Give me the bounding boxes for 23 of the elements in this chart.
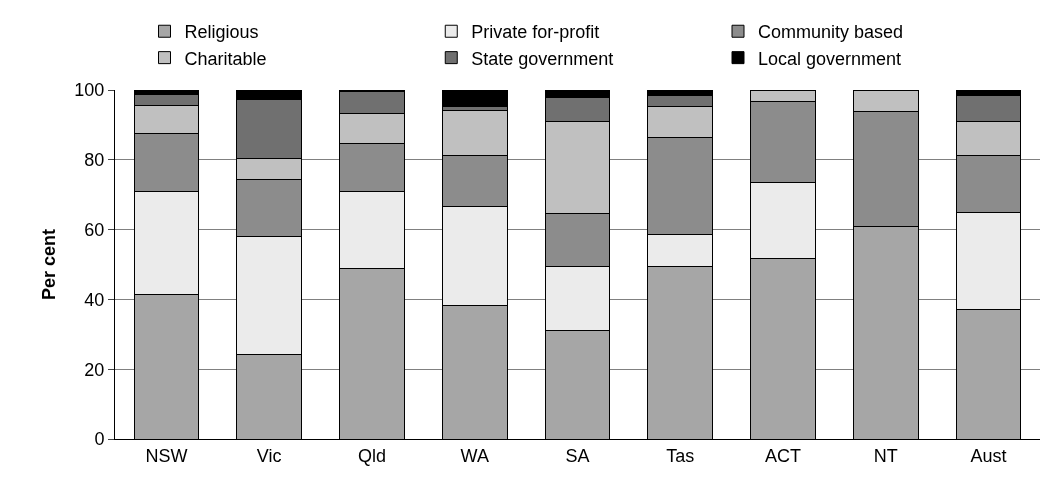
x-tick-label: Vic [256,445,282,466]
legend-label: Community based [758,22,904,43]
legend-label: Religious [184,22,259,43]
legend-label: Local government [758,48,902,69]
x-tick-label: Qld [357,445,386,466]
y-tick-label: 100 [74,80,105,101]
x-tick-label: NT [873,445,898,466]
legend-label: Private for-profit [471,22,600,43]
x-tick-label: WA [460,445,489,466]
x-tick-label: ACT [765,445,802,466]
y-tick-label: 80 [84,150,105,171]
y-tick-label: 20 [84,359,105,380]
x-tick-label: Tas [666,445,695,466]
x-tick-label: SA [565,445,590,466]
y-tick-label: 40 [84,289,105,310]
y-tick-label: 60 [84,219,105,240]
x-tick-label: NSW [145,445,188,466]
y-tick-label: 0 [94,429,105,450]
legend-label: State government [471,48,614,69]
y-axis-title: Per cent [38,228,59,301]
legend-label: Charitable [184,48,267,69]
x-tick-label: Aust [970,445,1007,466]
bar [441,90,508,108]
